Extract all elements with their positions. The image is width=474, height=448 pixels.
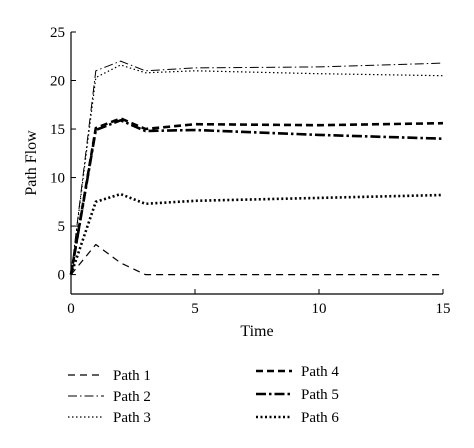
legend-item: Path 4 <box>256 364 339 380</box>
y-axis-title: Path Flow <box>23 130 40 196</box>
x-tick-label: 5 <box>191 301 199 317</box>
y-tick-label: 25 <box>50 25 65 41</box>
y-tick-label: 20 <box>50 74 65 90</box>
axes: 0 5 10 15 20 25 0 5 10 15 <box>50 25 451 317</box>
y-tick-label: 10 <box>50 171 65 187</box>
series-layer <box>69 60 444 276</box>
legend-label: Path 5 <box>301 387 339 403</box>
x-tick-label: 10 <box>312 301 327 317</box>
x-axis-title: Time <box>240 323 273 340</box>
legend-label: Path 3 <box>113 410 151 426</box>
legend-item: Path 3 <box>68 410 151 426</box>
legend-label: Path 6 <box>301 410 339 426</box>
legend-item: Path 5 <box>256 387 339 403</box>
series-line-path-4 <box>69 117 444 275</box>
legend-item: Path 2 <box>68 389 151 405</box>
y-tick-label: 0 <box>58 268 66 284</box>
legend-label: Path 1 <box>113 368 151 384</box>
legend-item: Path 1 <box>68 368 151 384</box>
y-tick-label: 5 <box>58 219 66 235</box>
series-line-path-6 <box>69 192 444 276</box>
series-line-path-2 <box>70 60 444 275</box>
x-tick-label: 15 <box>436 301 451 317</box>
legend-label: Path 4 <box>301 364 339 380</box>
legend: Path 1 Path 2 Path 3 Path 4 Path 5 Path 6 <box>68 364 339 426</box>
y-tick-label: 15 <box>50 122 65 138</box>
legend-item: Path 6 <box>256 410 339 426</box>
series-line-path-5 <box>69 119 444 275</box>
legend-label: Path 2 <box>113 389 151 405</box>
series-line-path-1 <box>70 243 443 276</box>
x-tick-label: 0 <box>67 301 75 317</box>
series-line-path-3 <box>70 64 444 275</box>
